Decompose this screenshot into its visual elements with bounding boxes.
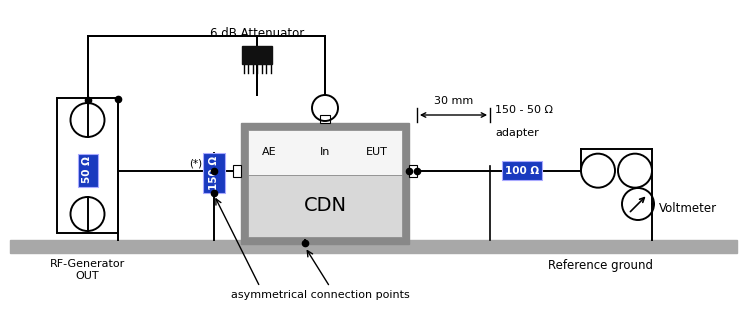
Text: EUT: EUT <box>366 147 388 158</box>
Bar <box>77 153 97 187</box>
Text: 50 Ω: 50 Ω <box>82 157 92 183</box>
Text: 6 dB Attenuator: 6 dB Attenuator <box>210 27 304 40</box>
Text: CDN: CDN <box>303 197 347 215</box>
Bar <box>57 98 118 233</box>
Text: 150 Ω: 150 Ω <box>209 156 219 190</box>
Bar <box>10 240 737 253</box>
Bar <box>248 130 402 175</box>
Text: OUT: OUT <box>76 271 100 281</box>
Text: 30 mm: 30 mm <box>434 96 473 106</box>
Text: Reference ground: Reference ground <box>548 259 652 272</box>
Text: AE: AE <box>262 147 276 158</box>
Bar <box>242 46 272 64</box>
Text: adapter: adapter <box>495 128 539 138</box>
Text: 100 Ω: 100 Ω <box>505 166 539 176</box>
Text: asymmetrical connection points: asymmetrical connection points <box>231 290 410 300</box>
Text: (*): (*) <box>189 158 202 168</box>
Text: In: In <box>320 147 330 158</box>
Bar <box>502 161 542 180</box>
Bar <box>248 175 402 237</box>
Text: 150 - 50 Ω: 150 - 50 Ω <box>495 105 553 115</box>
Bar <box>320 115 330 123</box>
Bar <box>233 165 241 177</box>
Bar <box>241 123 409 244</box>
Bar <box>203 153 225 193</box>
Text: RF-Generator: RF-Generator <box>50 259 125 269</box>
Bar <box>409 165 417 177</box>
Text: Voltmeter: Voltmeter <box>659 202 717 214</box>
